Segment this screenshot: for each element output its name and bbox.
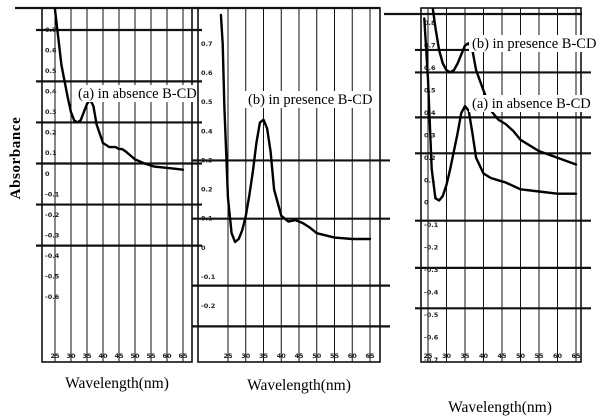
y-tick-label: 0.7 <box>201 40 213 48</box>
x-tick-label: 40 <box>98 352 108 360</box>
x-tick-label: 45 <box>497 352 507 360</box>
series-line-2 <box>423 17 578 202</box>
y-tick-label: 0.2 <box>45 129 57 137</box>
x-tick-label: 35 <box>460 352 470 360</box>
annotation-bg <box>469 35 600 52</box>
y-tick-label: 0.1 <box>424 176 436 184</box>
y-tick-label: 0.2 <box>201 186 213 194</box>
y-tick-label: -0.5 <box>424 311 439 319</box>
y-tick-label: 0.4 <box>201 127 213 135</box>
series-line-1 <box>53 8 185 171</box>
x-tick-label: 35 <box>259 352 269 360</box>
annotation-bg <box>75 85 200 102</box>
y-tick-label: -0.2 <box>201 302 215 310</box>
y-tick-label: -0.1 <box>201 273 216 281</box>
y-tick-label: 0.5 <box>201 98 213 106</box>
y-tick-label: -0.4 <box>45 252 60 260</box>
y-tick-label: 0.6 <box>201 69 213 77</box>
y-tick-label: -0.5 <box>45 272 60 280</box>
panels: 0.7 0.6 0.5 0.4 0.3 0.2 0.1 0 -0.1 -0.2 -0.3 -0.4 -0… <box>15 6 600 416</box>
y-tick-label: 0.3 <box>201 156 213 164</box>
y-tick-label: 0.5 <box>45 67 57 75</box>
x-axis-label: Wavelength(nm) <box>247 377 351 394</box>
y-tick-label: 0.3 <box>45 108 57 116</box>
y-tick-label: -0.7 <box>424 356 438 364</box>
y-tick-label: 0.2 <box>424 154 436 162</box>
x-tick-label: 60 <box>162 352 172 360</box>
y-tick-label: 0.7 <box>424 41 436 49</box>
series-annotation: (a) in absence B-CD <box>472 96 591 112</box>
x-tick-label: 40 <box>479 352 489 360</box>
series-line-1 <box>219 13 372 244</box>
y-tick-label: 0.1 <box>45 149 57 157</box>
y-tick-label: -0.1 <box>45 190 60 198</box>
y-tick-label: -0.6 <box>45 293 60 301</box>
x-tick-label: 35 <box>82 352 92 360</box>
panel-frame <box>420 7 582 363</box>
y-tick-label: -0.1 <box>424 221 439 229</box>
x-tick-label: 55 <box>534 352 544 360</box>
y-tick-label: -0.3 <box>45 231 59 239</box>
x-tick-label: 50 <box>516 352 526 360</box>
series-annotation: (b) in presence B-CD <box>248 92 372 108</box>
x-tick-label: 45 <box>294 352 304 360</box>
x-tick-label: 55 <box>330 352 340 360</box>
x-tick-label: 25 <box>423 352 433 360</box>
x-tick-label: 55 <box>146 352 156 360</box>
x-tick-label: 65 <box>365 352 375 360</box>
x-tick-label: 45 <box>114 352 124 360</box>
panel-3: 0.80.70.60.50.40.30.20.10-0.1-0.2-0.3-0.… <box>384 7 600 416</box>
x-tick-label: 65 <box>571 352 581 360</box>
x-tick-label: 25 <box>223 352 233 360</box>
x-tick-label: 30 <box>442 352 452 360</box>
x-axis-label: Wavelength(nm) <box>448 399 552 416</box>
annotation-bg <box>245 91 376 108</box>
y-tick-label: -0.2 <box>45 211 59 219</box>
series-line-1 <box>431 8 578 166</box>
y-tick-label: -0.4 <box>424 289 439 297</box>
panel-1: 0.7 0.6 0.5 0.4 0.3 0.2 0.1 0 -0.1 -0.2 -0.3 -0.4 -0… <box>15 6 202 392</box>
panel-frame <box>41 7 193 363</box>
x-tick-label: 60 <box>553 352 563 360</box>
x-tick-label: 65 <box>178 352 188 360</box>
y-axis-label: Absorbance <box>8 117 24 200</box>
series-annotation: (b) in presence B-CD <box>472 36 596 52</box>
series-annotation: (a) in absence B-CD <box>78 86 197 102</box>
y-tick-label: 0.7 <box>45 26 57 34</box>
x-tick-label: 50 <box>130 352 140 360</box>
x-tick-label: 40 <box>277 352 287 360</box>
x-tick-label: 60 <box>348 352 358 360</box>
y-tick-label: 0.6 <box>45 47 57 55</box>
y-tick-label: -0.2 <box>424 244 438 252</box>
annotation-bg <box>469 95 594 112</box>
y-tick-label: 0.5 <box>424 86 436 94</box>
y-tick-label: 0 <box>201 244 206 252</box>
y-tick-label: 0 <box>424 199 429 207</box>
x-tick-label: 50 <box>312 352 322 360</box>
x-axis-label: Wavelength(nm) <box>65 375 169 392</box>
y-tick-label: 0 <box>45 170 50 178</box>
x-tick-label: 30 <box>66 352 76 360</box>
y-tick-label: -0.6 <box>424 334 439 342</box>
panel-2: 0.7 0.6 0.5 0.4 0.3 0.2 0.1 0 -0.1 -0.2 25 30 35 40 45… <box>192 6 390 394</box>
y-tick-label: 0.8 <box>424 19 436 27</box>
y-tick-label: 0.4 <box>45 88 57 96</box>
x-tick-label: 30 <box>241 352 251 360</box>
y-tick-label: -0.3 <box>424 266 438 274</box>
y-tick-label: 0.1 <box>201 215 213 223</box>
x-tick-label: 25 <box>50 352 60 360</box>
y-tick-label: 0.6 <box>424 64 436 72</box>
